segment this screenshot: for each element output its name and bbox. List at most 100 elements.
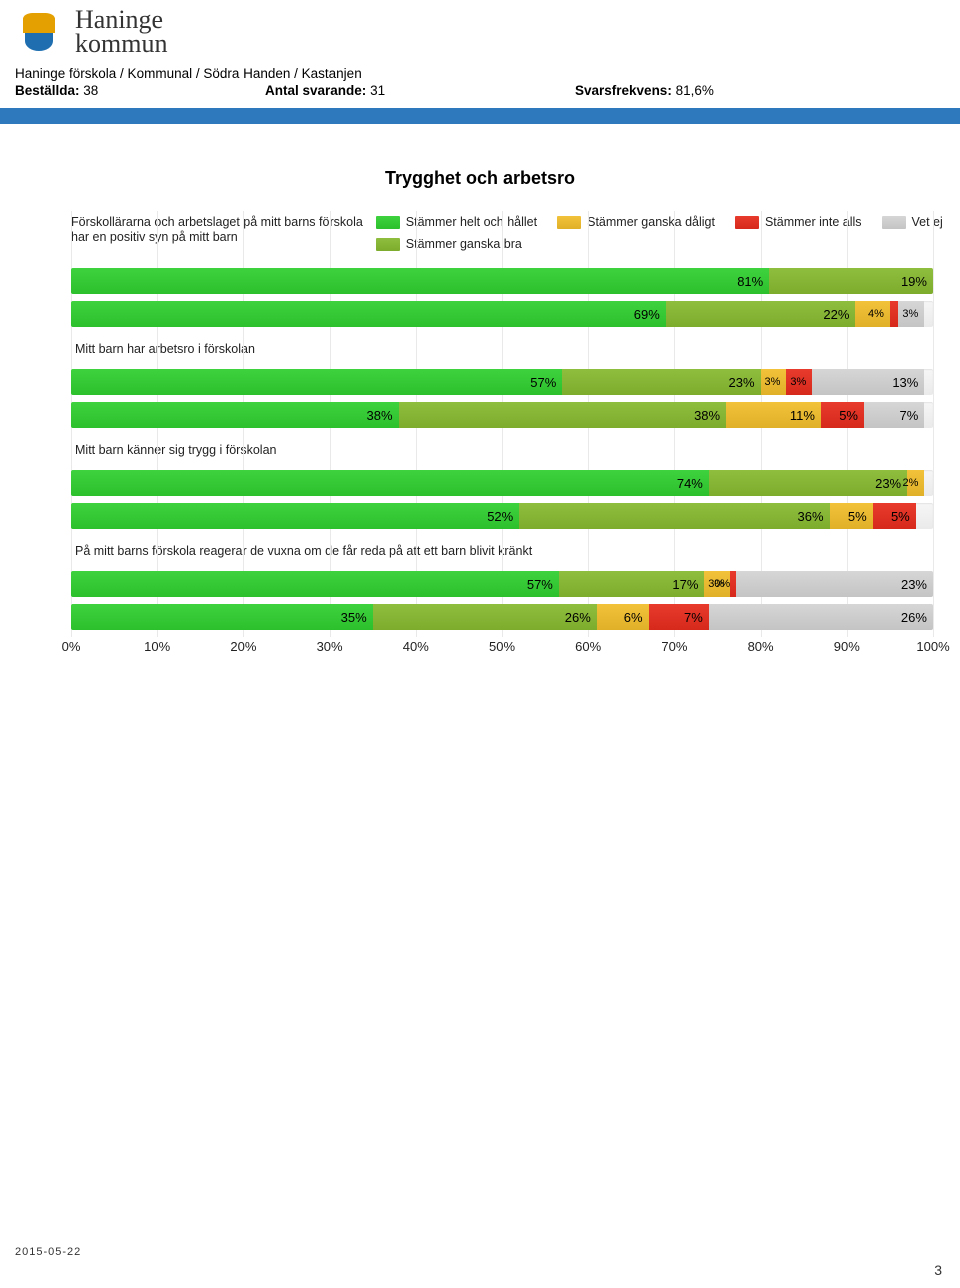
bar-segment: 81% (71, 268, 769, 294)
segment-value: 7% (684, 610, 703, 625)
segment-value: 5% (848, 509, 867, 524)
legend-row: Förskollärarna och arbetslaget på mitt b… (71, 211, 945, 261)
bar-segment: 38% (71, 402, 399, 428)
bar-segment: 74% (71, 470, 709, 496)
chart-area: Trygghet och arbetsro Förskollärarna och… (15, 124, 945, 659)
legend-swatch-icon (735, 216, 759, 229)
bar-track: 81%19% (71, 268, 933, 294)
segment-value: 13% (892, 375, 918, 390)
bar-segment: 23% (736, 571, 933, 597)
bar-segment: 38% (399, 402, 727, 428)
axis-tick: 80% (748, 639, 774, 654)
bar-segment: 17% (559, 571, 705, 597)
axis-tick: 10% (144, 639, 170, 654)
axis-tick: 90% (834, 639, 860, 654)
segment-value: 57% (527, 577, 553, 592)
legend-swatch-icon (376, 216, 400, 229)
axis-tick: 30% (317, 639, 343, 654)
chart-title: Trygghet och arbetsro (15, 168, 945, 189)
responded-value: 31 (370, 83, 385, 98)
rate-label: Svarsfrekvens: (575, 83, 672, 98)
segment-value: 22% (823, 307, 849, 322)
segment-value: 3% (790, 376, 806, 388)
legend-label: Stämmer inte alls (765, 215, 862, 229)
bar-segment: 35% (71, 604, 373, 630)
divider-bar (0, 108, 960, 124)
bar-segment: 22% (666, 301, 856, 327)
axis-tick: 0% (62, 639, 81, 654)
legend-item: Stämmer helt och hållet (376, 215, 537, 229)
segment-value: 36% (798, 509, 824, 524)
org-name: Haninge kommun (75, 8, 167, 56)
segment-value: 17% (672, 577, 698, 592)
bar-segment: 69% (71, 301, 666, 327)
legend-item: Stämmer ganska dåligt (557, 215, 715, 229)
bar-segment: 3% (761, 369, 787, 395)
axis-tick: 40% (403, 639, 429, 654)
bar-segment: 3% (786, 369, 812, 395)
footer-page: 3 (934, 1262, 942, 1278)
segment-value: 52% (487, 509, 513, 524)
bar-segment: 7% (864, 402, 924, 428)
axis-tick: 60% (575, 639, 601, 654)
segment-value: 23% (901, 577, 927, 592)
segment-value: 23% (875, 476, 901, 491)
rate-value: 81,6% (676, 83, 714, 98)
segment-value: 5% (891, 509, 910, 524)
axis-tick: 100% (916, 639, 949, 654)
segment-value: 5% (839, 408, 858, 423)
segment-value: 7% (900, 408, 919, 423)
footer-date: 2015-05-22 (15, 1246, 81, 1258)
segment-value: 38% (367, 408, 393, 423)
bar-row: 201435%26%6%7%26% (71, 604, 945, 630)
question-label: På mitt barns förskola reagerar de vuxna… (71, 536, 945, 564)
segment-value: 3% (902, 308, 918, 320)
bar-row: 201574%23%2% (71, 470, 945, 496)
legend-item: Vet ej (882, 215, 943, 229)
bar-row: 201557%17%3%0%23% (71, 571, 945, 597)
bar-segment: 13% (812, 369, 924, 395)
bar-segment: 11% (726, 402, 821, 428)
segment-value: 38% (694, 408, 720, 423)
segment-value: 6% (624, 610, 643, 625)
responded-label: Antal svarande: (265, 83, 366, 98)
chart-body: Förskollärarna och arbetslaget på mitt b… (15, 211, 945, 659)
legend-label: Stämmer ganska dåligt (587, 215, 715, 229)
header: Haninge kommun (15, 0, 945, 60)
question-label: Mitt barn har arbetsro i förskolan (71, 334, 945, 362)
segment-value: 23% (729, 375, 755, 390)
logo-icon (15, 8, 63, 56)
legend-swatch-icon (557, 216, 581, 229)
legend-question: Förskollärarna och arbetslaget på mitt b… (71, 215, 376, 245)
segment-value: 57% (530, 375, 556, 390)
bar-segment: 5% (830, 503, 873, 529)
legend-item: Stämmer inte alls (735, 215, 862, 229)
segment-value: 74% (677, 476, 703, 491)
bar-track: 74% 23%2% (71, 470, 933, 496)
bar-track: 57% 23% 3%3% 13% (71, 369, 933, 395)
bar-segment: 57% (71, 369, 562, 395)
question-label: Mitt barn känner sig trygg i förskolan (71, 435, 945, 463)
segment-value: 2% (902, 477, 918, 489)
bar-segment: 4% (855, 301, 889, 327)
org-line2: kommun (75, 32, 167, 56)
ordered-label: Beställda: (15, 83, 80, 98)
bar-segment: 52% (71, 503, 519, 529)
stats-row: Beställda: 38 Antal svarande: 31 Svarsfr… (15, 83, 945, 98)
bar-segment: 5% (821, 402, 864, 428)
bar-track: 35%26%6%7%26% (71, 604, 933, 630)
bar-track: 57%17%3%0%23% (71, 571, 933, 597)
axis-tick: 20% (230, 639, 256, 654)
segment-value: 69% (634, 307, 660, 322)
axis-tick: 50% (489, 639, 515, 654)
bar-segment: 3% (898, 301, 924, 327)
x-axis: 0%10%20%30%40%50%60%70%80%90%100% (71, 637, 933, 659)
segment-value: 4% (868, 308, 884, 320)
bar-segment: 36% (519, 503, 829, 529)
bar-segment: 19% (769, 268, 933, 294)
bar-row: 201581%19% (71, 268, 945, 294)
bar-row: 201557%23%3%3%13% (71, 369, 945, 395)
legend-item: Stämmer ganska bra (376, 237, 522, 251)
segment-value: 11% (790, 408, 815, 423)
segment-value: 26% (901, 610, 927, 625)
